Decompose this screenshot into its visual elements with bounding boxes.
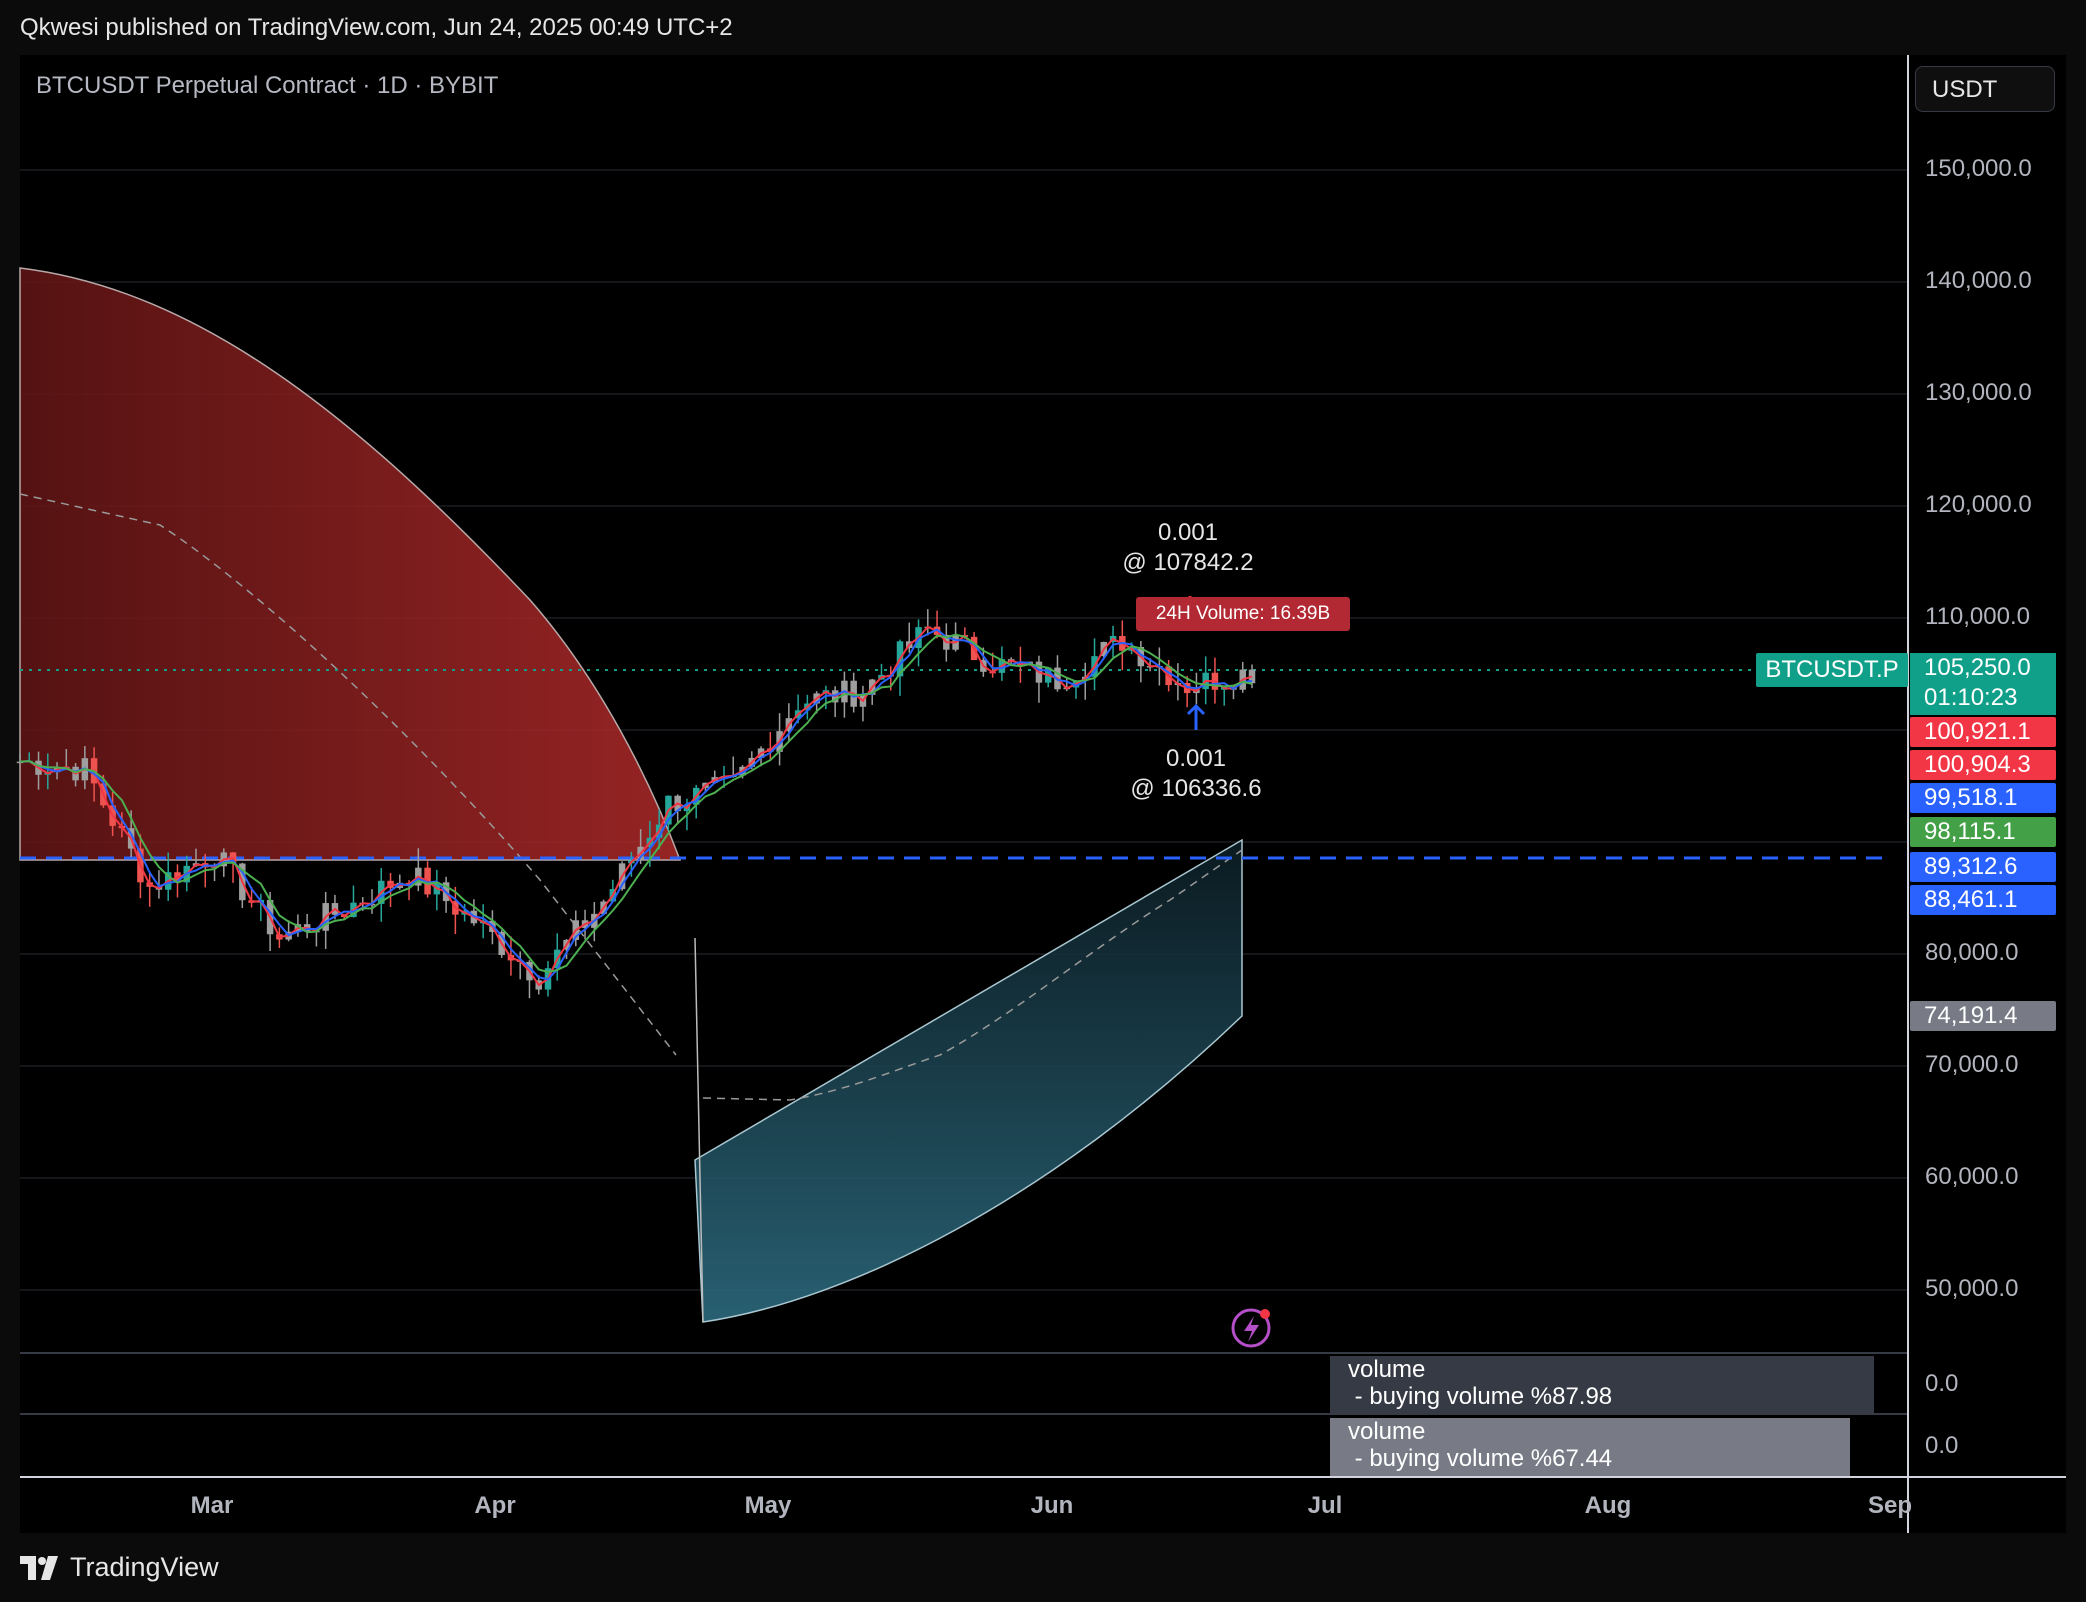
candle-body <box>16 761 24 764</box>
brand-name: TradingView <box>70 1552 219 1582</box>
y-tick-label: 110,000.0 <box>1925 603 2030 630</box>
volume-pane-label-2[interactable]: volume - buying volume %67.44 <box>1330 1418 1850 1476</box>
tradingview-logo-icon <box>20 1555 58 1580</box>
lightning-alert-icon[interactable] <box>1231 1308 1271 1348</box>
lightning-bolt-icon <box>1244 1316 1259 1342</box>
price-label-4: 98,115.1 <box>1910 817 2056 847</box>
moving-averages <box>19 625 1253 987</box>
x-tick-label: Mar <box>190 1492 234 1519</box>
moving-average-line <box>19 633 1253 974</box>
teal-band-midline <box>702 849 1243 1101</box>
symbol-price-tag: BTCUSDT.P <box>1756 653 1908 687</box>
y-tick-label: 130,000.0 <box>1925 379 2032 406</box>
red-projection-band <box>19 267 682 861</box>
teal-projection-band <box>694 838 1243 1323</box>
alert-dot-icon <box>1260 1309 1270 1319</box>
x-tick-label: Jun <box>1030 1492 1074 1519</box>
band-divider <box>694 937 704 1323</box>
x-tick-label: Aug <box>1584 1492 1632 1519</box>
currency-button[interactable]: USDT <box>1915 66 2055 112</box>
x-tick-label: Jul <box>1307 1492 1343 1519</box>
volume-tooltip: 24H Volume: 16.39B <box>1136 597 1350 631</box>
pane-line-2: - buying volume %67.44 <box>1348 1445 1613 1472</box>
price-label-2: 100,904.3 <box>1910 750 2056 780</box>
pane-value-2: 0.0 <box>1925 1432 1959 1459</box>
buy-price: @ 106336.6 <box>1130 775 1262 802</box>
sell-qty: 0.001 <box>1157 519 1219 546</box>
y-tick-label: 140,000.0 <box>1925 267 2032 294</box>
price-label-6: 88,461.1 <box>1910 885 2056 915</box>
buy-order-annotation: 0.001 @ 106336.6 <box>1108 744 1284 804</box>
sell-price: @ 107842.2 <box>1122 549 1254 576</box>
pane-line-1: - buying volume %87.98 <box>1348 1383 1613 1410</box>
y-tick-label: 150,000.0 <box>1925 155 2032 182</box>
moving-average-line <box>19 625 1253 987</box>
price-label-5: 89,312.6 <box>1910 852 2056 882</box>
y-tick-label: 60,000.0 <box>1925 1163 2019 1190</box>
tradingview-logo[interactable]: TradingView <box>20 1552 219 1583</box>
pane-title-1: volume <box>1348 1356 1426 1383</box>
x-tick-label: Apr <box>474 1492 516 1519</box>
buy-qty: 0.001 <box>1165 745 1227 772</box>
publish-header: Qkwesi published on TradingView.com, Jun… <box>20 14 733 41</box>
y-tick-label: 50,000.0 <box>1925 1275 2019 1302</box>
pane-title-2: volume <box>1348 1418 1426 1445</box>
price-label-7: 74,191.4 <box>1910 1001 2056 1031</box>
volume-pane-label-1[interactable]: volume - buying volume %87.98 <box>1330 1356 1874 1414</box>
x-tick-label: Sep <box>1867 1492 1913 1519</box>
last-price-value: 105,250.0 <box>1924 654 2031 681</box>
sell-order-annotation: 0.001 @ 107842.2 <box>1100 518 1276 578</box>
y-tick-label: 120,000.0 <box>1925 491 2032 518</box>
bar-countdown: 01:10:23 <box>1924 684 2018 711</box>
moving-average-line <box>19 628 1253 981</box>
price-label-3: 99,518.1 <box>1910 783 2056 813</box>
red-band-midline <box>19 493 677 1056</box>
last-price-tag: 105,250.0 01:10:23 <box>1910 653 2056 715</box>
x-tick-label: May <box>744 1492 792 1519</box>
pane-value-1: 0.0 <box>1925 1370 1959 1397</box>
price-label-1: 100,921.1 <box>1910 717 2056 747</box>
buy-arrow-icon <box>1186 703 1206 730</box>
y-tick-label: 70,000.0 <box>1925 1051 2019 1078</box>
y-tick-label: 80,000.0 <box>1925 939 2019 966</box>
symbol-title: BTCUSDT Perpetual Contract · 1D · BYBIT <box>36 72 499 99</box>
